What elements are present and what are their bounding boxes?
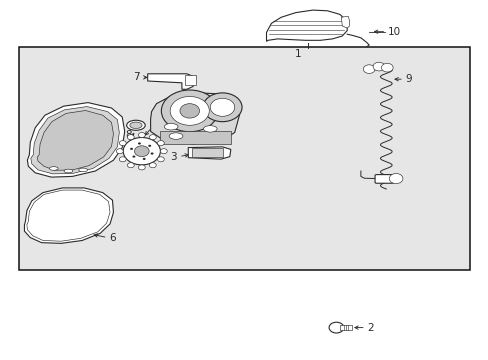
Polygon shape	[27, 190, 110, 241]
Circle shape	[149, 135, 156, 140]
Circle shape	[142, 158, 145, 160]
Circle shape	[157, 140, 164, 145]
Circle shape	[203, 93, 242, 122]
Circle shape	[127, 135, 134, 140]
Text: 2: 2	[367, 323, 374, 333]
Polygon shape	[341, 16, 349, 28]
Circle shape	[381, 63, 392, 72]
Text: 6: 6	[109, 233, 116, 243]
Circle shape	[388, 174, 402, 184]
Ellipse shape	[164, 123, 178, 130]
Polygon shape	[27, 103, 124, 177]
Circle shape	[138, 143, 141, 145]
Circle shape	[148, 145, 151, 147]
Ellipse shape	[64, 169, 73, 173]
Circle shape	[119, 140, 126, 145]
Circle shape	[127, 163, 134, 168]
Circle shape	[134, 146, 149, 157]
Polygon shape	[37, 111, 113, 170]
Polygon shape	[150, 93, 239, 144]
Polygon shape	[147, 74, 193, 89]
Text: 5: 5	[60, 150, 66, 160]
FancyBboxPatch shape	[374, 175, 393, 183]
Circle shape	[123, 138, 160, 165]
Ellipse shape	[79, 168, 87, 172]
Ellipse shape	[126, 120, 145, 130]
Text: 10: 10	[387, 27, 400, 37]
Circle shape	[161, 90, 218, 132]
FancyBboxPatch shape	[339, 325, 351, 330]
Circle shape	[157, 157, 164, 162]
FancyBboxPatch shape	[192, 148, 223, 157]
Polygon shape	[24, 188, 113, 243]
Text: 8: 8	[125, 130, 132, 140]
Circle shape	[150, 153, 153, 155]
Circle shape	[328, 322, 343, 333]
Text: 9: 9	[405, 74, 411, 84]
Text: 4: 4	[153, 117, 160, 127]
Text: 7: 7	[133, 72, 140, 82]
Text: 1: 1	[294, 49, 301, 59]
Polygon shape	[31, 107, 119, 174]
Circle shape	[138, 165, 145, 170]
FancyBboxPatch shape	[184, 75, 195, 85]
Circle shape	[119, 157, 126, 162]
Polygon shape	[188, 147, 230, 159]
Text: 3: 3	[170, 152, 177, 162]
Circle shape	[180, 104, 199, 118]
Circle shape	[149, 163, 156, 168]
Circle shape	[363, 65, 374, 73]
FancyBboxPatch shape	[19, 47, 469, 270]
Ellipse shape	[130, 122, 142, 129]
Ellipse shape	[169, 133, 183, 139]
Circle shape	[132, 156, 135, 158]
Circle shape	[138, 132, 145, 138]
Circle shape	[210, 98, 234, 116]
Ellipse shape	[203, 126, 217, 132]
Ellipse shape	[49, 167, 58, 170]
Circle shape	[130, 148, 133, 150]
Circle shape	[170, 96, 209, 125]
FancyBboxPatch shape	[160, 131, 231, 144]
Circle shape	[116, 149, 123, 154]
Circle shape	[160, 149, 167, 154]
Circle shape	[372, 62, 384, 71]
Polygon shape	[266, 10, 346, 41]
